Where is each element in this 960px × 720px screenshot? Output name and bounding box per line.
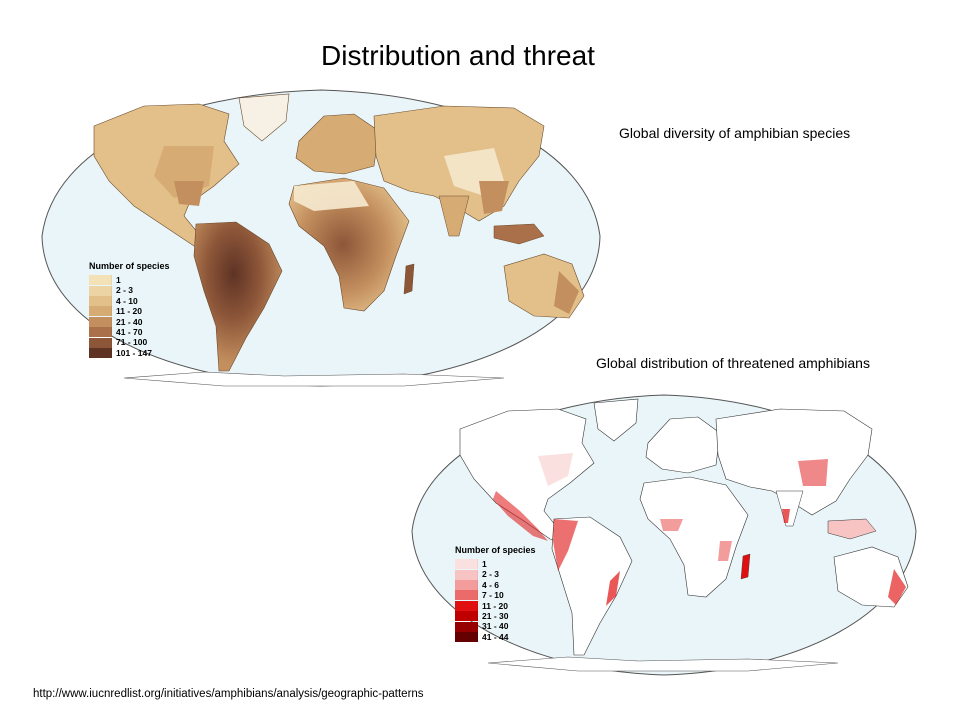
threat-legend-swatch xyxy=(455,569,478,580)
diversity-legend-label: 101 - 147 xyxy=(116,347,152,358)
diversity-legend-swatch xyxy=(89,285,112,296)
diversity-legend-title: Number of species xyxy=(89,261,170,271)
diversity-legend-swatch xyxy=(89,316,112,327)
diversity-legend-label: 1 xyxy=(116,274,121,285)
diversity-legend-swatch xyxy=(89,327,112,338)
threat-legend-swatch xyxy=(455,631,478,642)
threat-legend-label: 1 xyxy=(482,558,487,569)
threat-asia xyxy=(715,408,873,516)
diversity-legend-label: 2 - 3 xyxy=(116,285,134,296)
threat-legend-label: 4 - 6 xyxy=(482,579,500,590)
diversity-caption: Global diversity of amphibian species xyxy=(619,125,851,141)
threat-legend-title: Number of species xyxy=(455,545,536,555)
threat-legend-swatch xyxy=(455,621,478,632)
diversity-legend-row: 71 - 100 xyxy=(89,337,170,348)
diversity-legend-row: 1 xyxy=(89,274,170,286)
diversity-legend-row: 11 - 20 xyxy=(89,306,170,317)
threat-legend-swatch xyxy=(455,611,478,622)
diversity-legend-row: 2 - 3 xyxy=(89,285,170,296)
threat-legend-swatch xyxy=(455,600,478,611)
diversity-legend-row: 4 - 10 xyxy=(89,295,170,306)
threat-legend-label: 21 - 30 xyxy=(482,610,509,621)
threat-map xyxy=(411,394,917,676)
threat-south-america xyxy=(551,516,633,656)
diversity-legend-swatch xyxy=(89,347,112,358)
threat-legend-label: 41 - 44 xyxy=(482,631,509,642)
threat-legend-row: 4 - 6 xyxy=(455,579,536,590)
threat-legend-label: 2 - 3 xyxy=(482,569,500,580)
threat-legend-swatch xyxy=(455,590,478,601)
threat-legend-swatch xyxy=(455,579,478,590)
threat-legend-row: 7 - 10 xyxy=(455,590,536,601)
diversity-legend-label: 41 - 70 xyxy=(116,326,143,337)
threat-africa xyxy=(639,476,749,598)
diversity-legend-swatch xyxy=(89,295,112,306)
diversity-south-america xyxy=(193,221,283,372)
threat-north-america xyxy=(459,408,595,544)
threat-legend-row: 11 - 20 xyxy=(455,600,536,611)
diversity-legend-label: 4 - 10 xyxy=(116,295,138,306)
diversity-africa xyxy=(288,177,410,312)
diversity-legend-row: 101 - 147 xyxy=(89,347,170,358)
diversity-legend-label: 21 - 40 xyxy=(116,316,143,327)
slide-title: Distribution and threat xyxy=(321,40,595,71)
diversity-legend-row: 41 - 70 xyxy=(89,326,170,338)
diversity-greenland xyxy=(238,93,290,142)
diversity-antarctica xyxy=(123,371,505,387)
diversity-legend-swatch xyxy=(89,275,112,286)
threat-legend-row: 21 - 30 xyxy=(455,610,536,622)
threat-legend-swatch xyxy=(455,559,478,570)
diversity-legend-row: 21 - 40 xyxy=(89,316,170,327)
threat-legend-label: 31 - 40 xyxy=(482,621,509,632)
threat-legend-row: 1 xyxy=(455,558,536,570)
threat-legend-row: 2 - 3 xyxy=(455,569,536,580)
diversity-europe xyxy=(295,113,380,175)
diversity-legend-swatch xyxy=(89,306,112,317)
threat-legend-row: 41 - 44 xyxy=(455,631,536,642)
diversity-map xyxy=(41,89,601,387)
source-url[interactable]: http://www.iucnredlist.org/initiatives/a… xyxy=(33,688,424,700)
diversity-legend-label: 71 - 100 xyxy=(116,337,148,348)
diversity-legend-label: 11 - 20 xyxy=(116,306,142,317)
threat-legend-label: 7 - 10 xyxy=(482,590,504,601)
threat-legend-label: 11 - 20 xyxy=(482,600,508,611)
threat-legend-row: 31 - 40 xyxy=(455,621,536,632)
diversity-legend-swatch xyxy=(89,337,112,348)
threat-caption: Global distribution of threatened amphib… xyxy=(596,355,870,371)
